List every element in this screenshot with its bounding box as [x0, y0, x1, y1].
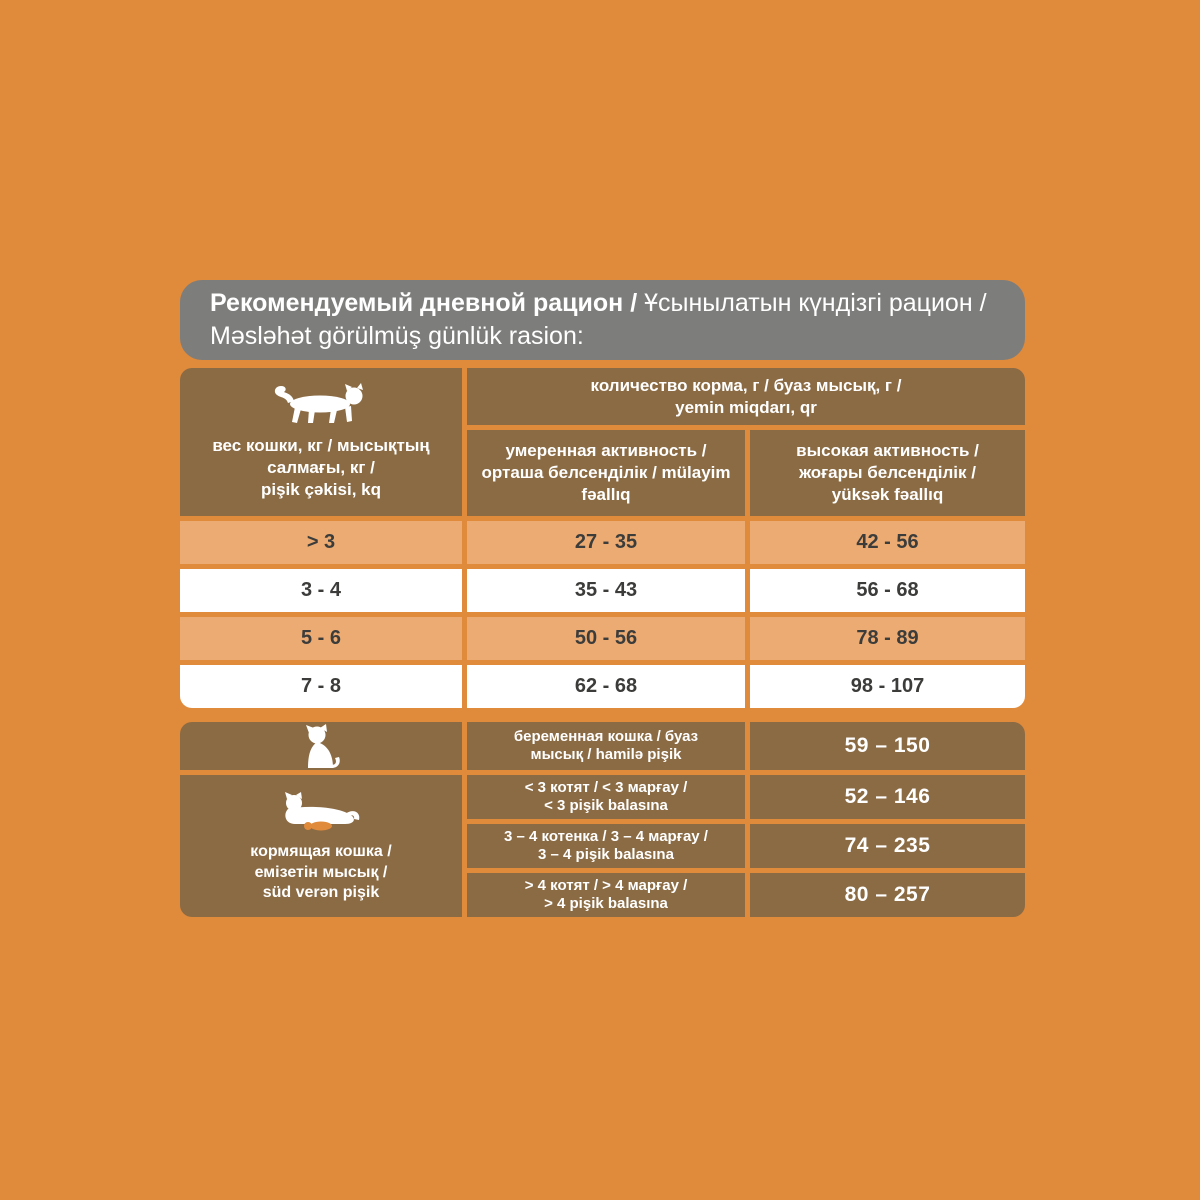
cat-walking-icon [274, 383, 363, 424]
nursing-row-label: > 4 котят / > 4 марғау / > 4 pişik balas… [467, 873, 745, 917]
table-cell-moderate: 50 - 56 [467, 617, 745, 660]
table-cell-high: 78 - 89 [750, 617, 1025, 660]
pregnant-icon-cell [180, 722, 462, 770]
pregnant-label: беременная кошка / буаз мысық / hamilə p… [467, 722, 745, 770]
weight-header-label: вес кошки, кг / мысықтың салмағы, кг / p… [212, 436, 430, 499]
nursing-header-cell: кормящая кошка / емізетін мысық / süd ve… [180, 775, 462, 917]
table-cell-moderate: 35 - 43 [467, 569, 745, 612]
title-bold-part: Рекомендуемый дневной рацион / [210, 289, 645, 317]
nursing-row-value: 80 – 257 [750, 873, 1025, 917]
cat-sitting-icon [306, 724, 340, 768]
table-cell-weight: 3 - 4 [180, 569, 462, 612]
table-cell-moderate: 27 - 35 [467, 521, 745, 564]
table-cell-high: 42 - 56 [750, 521, 1025, 564]
table-cell-weight: > 3 [180, 521, 462, 564]
table-cell-weight: 7 - 8 [180, 665, 462, 708]
nursing-row-value: 74 – 235 [750, 824, 1025, 868]
nursing-label: кормящая кошка / емізетін мысық / süd ve… [250, 843, 392, 902]
table-cell-high: 98 - 107 [750, 665, 1025, 708]
amount-header-cell: количество корма, г / буаз мысық, г / ye… [467, 368, 1025, 425]
table-cell-moderate: 62 - 68 [467, 665, 745, 708]
moderate-activity-header: умеренная активность / орташа белсенділі… [467, 430, 745, 516]
cat-nursing-icon [285, 792, 360, 831]
title-regular-part: Ұсынылатын күндізгі рацион / Məsləhət gö… [210, 289, 987, 350]
section-title-text: Рекомендуемый дневной рацион / Ұсынылаты… [210, 287, 995, 353]
weight-header-cell: вес кошки, кг / мысықтың салмағы, кг / p… [180, 368, 462, 516]
feeding-guide-panel: Рекомендуемый дневной рацион / Ұсынылаты… [180, 280, 1025, 917]
nursing-row-label: < 3 котят / < 3 марғау / < 3 pişik balas… [467, 775, 745, 819]
section-title: Рекомендуемый дневной рацион / Ұсынылаты… [180, 280, 1025, 360]
table-cell-weight: 5 - 6 [180, 617, 462, 660]
table-cell-high: 56 - 68 [750, 569, 1025, 612]
pregnant-value: 59 – 150 [750, 722, 1025, 770]
high-activity-header: высокая активность / жоғары белсенділік … [750, 430, 1025, 516]
feeding-table-main: вес кошки, кг / мысықтың салмағы, кг / p… [180, 368, 1025, 708]
nursing-row-label: 3 – 4 котенка / 3 – 4 марғау / 3 – 4 piş… [467, 824, 745, 868]
feeding-table-special: беременная кошка / буаз мысық / hamilə p… [180, 722, 1025, 917]
nursing-row-value: 52 – 146 [750, 775, 1025, 819]
